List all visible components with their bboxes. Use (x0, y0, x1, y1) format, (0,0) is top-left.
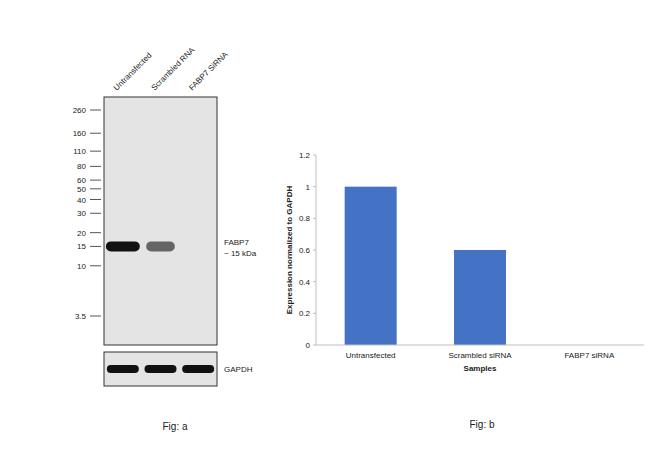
x-tick-label: Untransfected (346, 351, 396, 360)
marker-label: 10 (77, 262, 86, 271)
lane-label: FABP7 SiRNA (187, 49, 230, 92)
marker-label: 40 (77, 196, 86, 205)
marker-label: 60 (77, 176, 86, 185)
marker-label: 20 (77, 229, 86, 238)
marker-tick (90, 199, 101, 200)
marker-tick (90, 265, 101, 266)
y-tick-label: 0.2 (299, 309, 311, 318)
marker-label: 50 (77, 185, 86, 194)
marker-label: 260 (73, 106, 87, 115)
caption: Fig: b (469, 419, 494, 430)
caption: Fig: a (162, 421, 187, 432)
x-axis (316, 345, 644, 346)
blot-membrane (104, 97, 217, 345)
marker-label: 30 (77, 209, 86, 218)
marker-label: 160 (73, 129, 87, 138)
y-tick-label: 1 (306, 183, 311, 192)
y-tick-label: 0.8 (299, 214, 311, 223)
marker-tick (90, 316, 101, 317)
bar (454, 250, 506, 345)
fabp7-band (146, 241, 175, 251)
marker-tick (90, 110, 101, 111)
marker-tick (90, 151, 101, 152)
y-axis (316, 155, 317, 345)
y-tick-label: 0 (306, 341, 311, 350)
marker-tick (90, 188, 101, 189)
figure: 26016011080605040302015103.5Untransfecte… (0, 0, 650, 455)
x-tick-label: FABP7 siRNA (564, 351, 614, 360)
y-tick-label: 0.6 (299, 246, 311, 255)
band-size: ~ 15 kDa (224, 249, 257, 258)
loading-name: GAPDH (224, 365, 253, 374)
marker-tick (90, 246, 101, 247)
fabp7-band (106, 241, 140, 251)
x-axis-title: Samples (464, 364, 497, 373)
fabp7-band (188, 241, 209, 251)
marker-label: 15 (77, 242, 86, 251)
y-tick-label: 1.2 (299, 151, 311, 160)
marker-tick (90, 213, 101, 214)
marker-label: 3.5 (75, 312, 87, 321)
bars (345, 187, 506, 345)
marker-tick (90, 133, 101, 134)
bar (345, 187, 397, 345)
gapdh-band (107, 365, 139, 373)
lane-label: Untransfected (112, 51, 154, 93)
loading-membrane (104, 352, 217, 386)
marker-tick (90, 180, 101, 181)
band-name: FABP7 (224, 238, 249, 247)
y-tick-label: 0.4 (299, 278, 311, 287)
marker-label: 80 (77, 162, 86, 171)
marker-tick (90, 232, 101, 233)
gapdh-band (144, 365, 176, 373)
y-axis-title: Expression normalized to GAPDH (285, 186, 294, 315)
marker-label: 110 (73, 147, 86, 156)
marker-tick (90, 166, 101, 167)
x-tick-label: Scrambled siRNA (448, 351, 512, 360)
gapdh-band (182, 365, 214, 373)
